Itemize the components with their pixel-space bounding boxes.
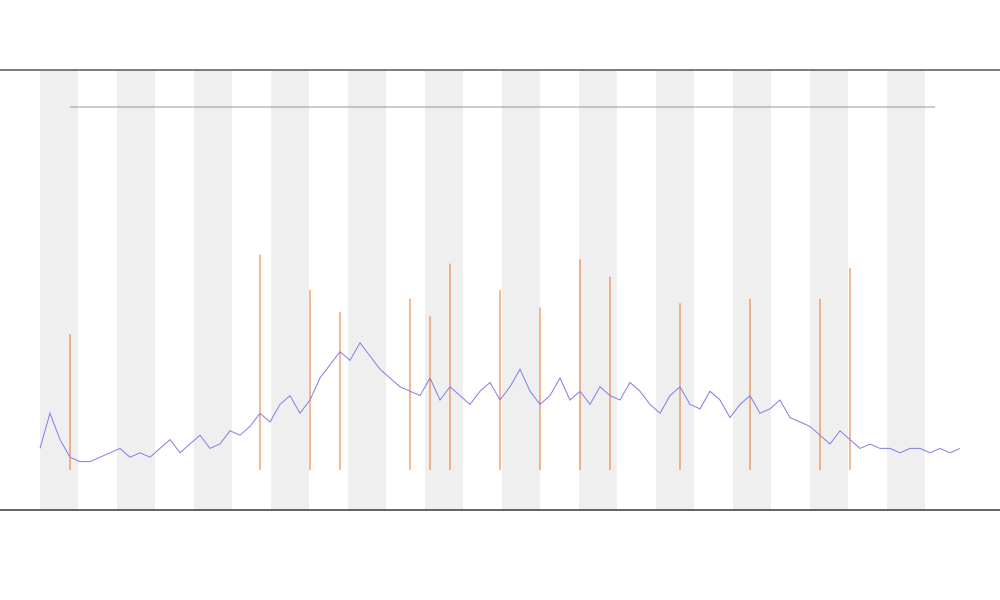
band bbox=[117, 70, 155, 510]
band bbox=[887, 70, 925, 510]
band bbox=[425, 70, 463, 510]
band bbox=[40, 70, 78, 510]
band bbox=[656, 70, 694, 510]
band bbox=[194, 70, 232, 510]
background-bands bbox=[40, 70, 925, 510]
band bbox=[271, 70, 309, 510]
band bbox=[348, 70, 386, 510]
band bbox=[579, 70, 617, 510]
band bbox=[502, 70, 540, 510]
band bbox=[810, 70, 848, 510]
coverage-line bbox=[39, 341, 961, 463]
band bbox=[733, 70, 771, 510]
